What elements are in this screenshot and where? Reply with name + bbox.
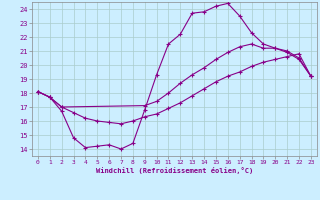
X-axis label: Windchill (Refroidissement éolien,°C): Windchill (Refroidissement éolien,°C) (96, 167, 253, 174)
